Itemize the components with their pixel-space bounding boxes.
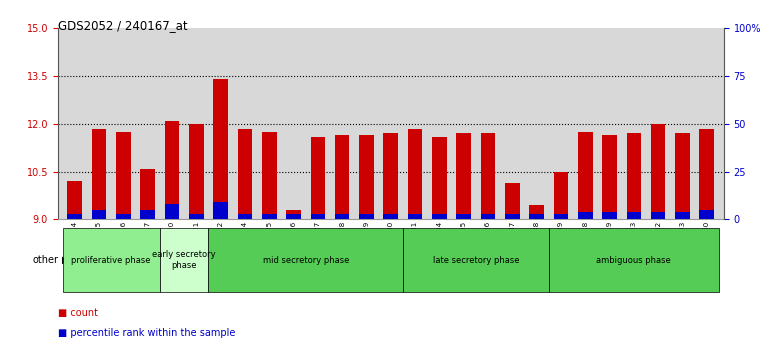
Bar (505, 183, 520, 219)
Bar (68, 181, 82, 219)
Text: mid secretory phase: mid secretory phase (263, 256, 349, 265)
Text: ▶: ▶ (62, 255, 69, 265)
Bar (675, 133, 690, 219)
Bar (675, 212, 690, 219)
Bar (578, 212, 593, 219)
Bar (140, 210, 155, 219)
Bar (699, 210, 714, 219)
Bar (408, 214, 423, 219)
Bar (627, 212, 641, 219)
Bar (165, 204, 179, 219)
Bar (578, 132, 593, 219)
Bar (116, 214, 131, 219)
Bar (189, 214, 203, 219)
Bar (116, 132, 131, 219)
Bar (68, 214, 82, 219)
Bar (310, 214, 325, 219)
Bar (189, 124, 203, 219)
Bar (651, 124, 665, 219)
Bar (457, 214, 471, 219)
Bar (359, 214, 373, 219)
Bar (262, 214, 276, 219)
Bar (238, 129, 253, 219)
Bar (432, 214, 447, 219)
Bar (457, 133, 471, 219)
Bar (383, 214, 398, 219)
Text: ■ count: ■ count (58, 308, 98, 318)
Bar (480, 214, 495, 219)
Text: proliferative phase: proliferative phase (72, 256, 151, 265)
Bar (505, 214, 520, 219)
Bar (238, 214, 253, 219)
Bar (383, 133, 398, 219)
Text: ambiguous phase: ambiguous phase (597, 256, 671, 265)
Bar (432, 137, 447, 219)
Bar (359, 135, 373, 219)
Text: early secretory
phase: early secretory phase (152, 251, 216, 270)
Bar (335, 214, 350, 219)
Bar (286, 210, 301, 219)
Bar (213, 202, 228, 219)
Text: other: other (33, 255, 59, 265)
Bar (92, 210, 106, 219)
Bar (335, 135, 350, 219)
Bar (627, 133, 641, 219)
Bar (140, 169, 155, 219)
Bar (554, 214, 568, 219)
Bar (213, 79, 228, 219)
Bar (480, 133, 495, 219)
Bar (286, 214, 301, 219)
Bar (529, 205, 544, 219)
Bar (699, 129, 714, 219)
Bar (554, 172, 568, 219)
Bar (165, 121, 179, 219)
Text: GDS2052 / 240167_at: GDS2052 / 240167_at (58, 19, 187, 33)
Bar (602, 212, 617, 219)
Bar (529, 214, 544, 219)
Text: late secretory phase: late secretory phase (433, 256, 519, 265)
Bar (310, 137, 325, 219)
Text: ■ percentile rank within the sample: ■ percentile rank within the sample (58, 328, 235, 338)
Bar (408, 129, 423, 219)
Bar (92, 129, 106, 219)
Bar (262, 132, 276, 219)
Bar (651, 212, 665, 219)
Bar (602, 135, 617, 219)
